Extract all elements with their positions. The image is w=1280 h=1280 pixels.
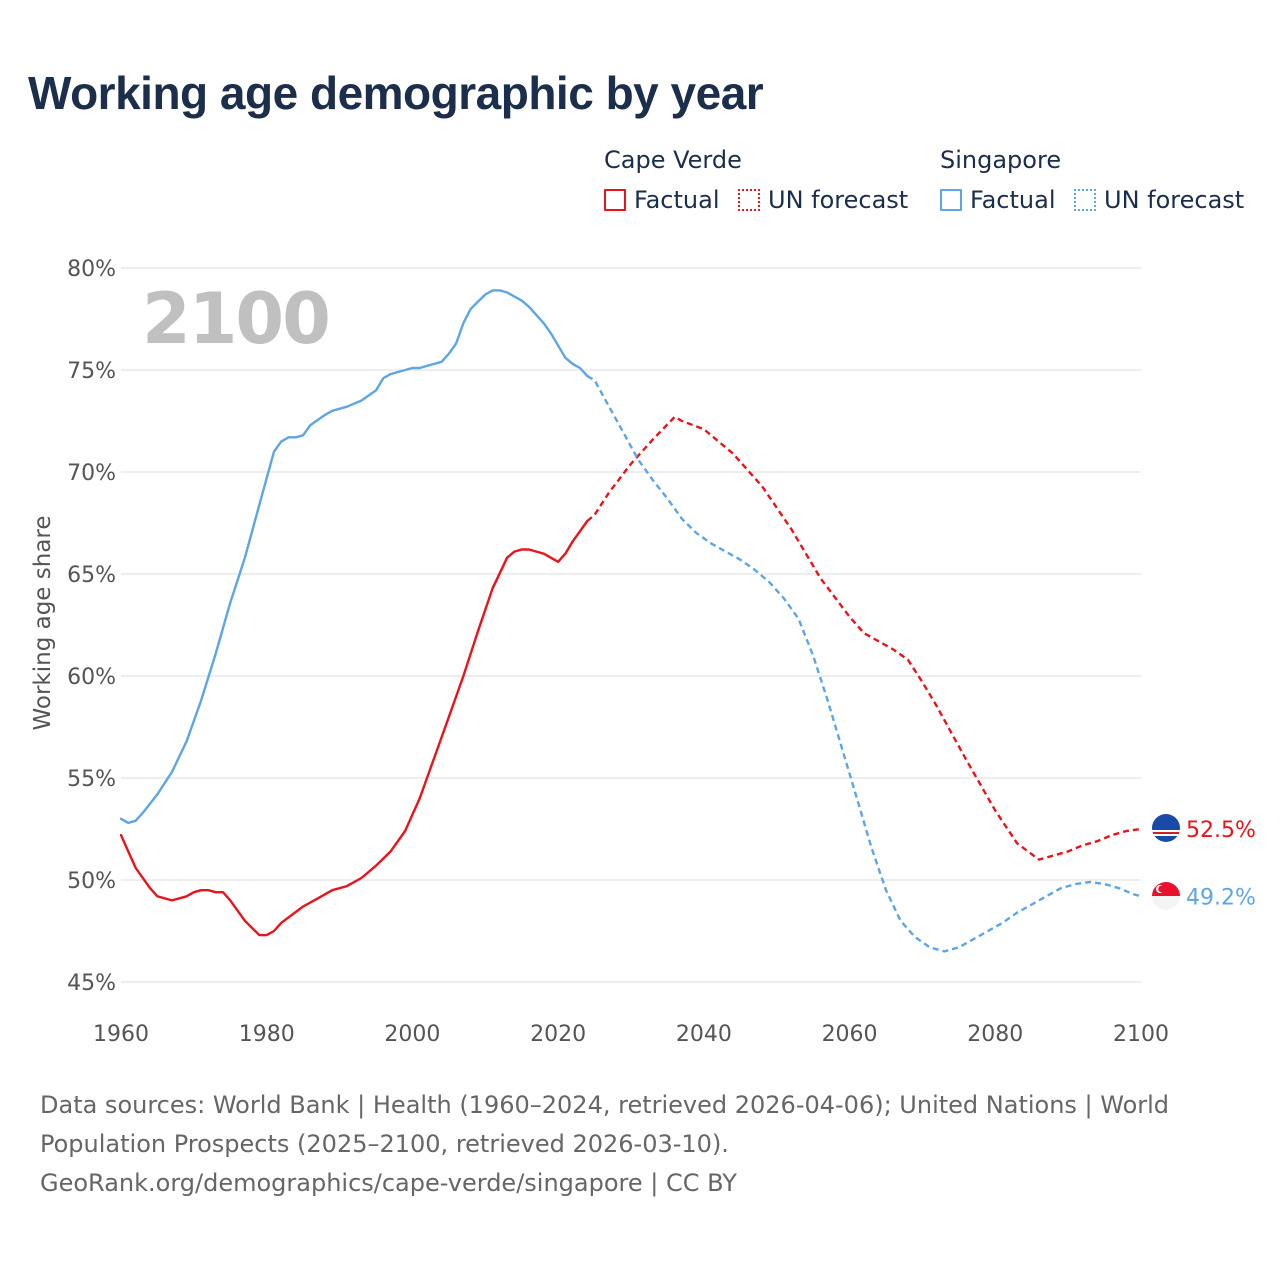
legend-swatch-solid xyxy=(940,189,962,211)
cape-verde-forecast-line xyxy=(586,415,1142,861)
y-tick-label: 75% xyxy=(67,359,116,384)
singapore-factual-line xyxy=(119,289,589,825)
chart-title: Working age demographic by year xyxy=(28,67,764,119)
x-tick-label: 2040 xyxy=(676,1022,732,1047)
legend-label: UN forecast xyxy=(1104,186,1245,214)
legend-group-singapore: Singapore xyxy=(940,146,1062,174)
legend-cape-verde-forecast[interactable]: UN forecast xyxy=(738,186,908,214)
chart-plot[interactable]: 45% 50% 55% 60% 65% 70% 75% 80% 1960 1980 2000 202… xyxy=(0,0,1280,1080)
singapore-flag-icon xyxy=(1152,882,1180,910)
legend-swatch-dotted xyxy=(738,189,760,211)
legend-group-cape-verde: Cape Verde xyxy=(604,146,742,174)
y-tick-label: 80% xyxy=(67,257,116,282)
x-tick-label: 2080 xyxy=(967,1022,1023,1047)
end-labels: 52.5% 49.2% xyxy=(1186,818,1256,910)
x-tick-label: 2020 xyxy=(530,1022,586,1047)
legend-label: UN forecast xyxy=(768,186,909,214)
singapore-end-label: 49.2% xyxy=(1186,885,1256,910)
source-link[interactable]: GeoRank.org/demographics/cape-verde/sing… xyxy=(40,1169,737,1197)
cape-verde-end-label: 52.5% xyxy=(1186,818,1256,843)
grid xyxy=(121,267,1141,983)
singapore-forecast-line xyxy=(586,375,1142,953)
cape-verde-factual-line xyxy=(119,519,589,937)
legend-label: Factual xyxy=(634,186,720,214)
legend-singapore-forecast[interactable]: UN forecast xyxy=(1074,186,1244,214)
x-tick-label: 1980 xyxy=(239,1022,295,1047)
x-tick-label: 2000 xyxy=(384,1022,440,1047)
series-lines xyxy=(119,289,1142,953)
y-tick-label: 50% xyxy=(67,869,116,894)
legend-label: Factual xyxy=(970,186,1056,214)
y-tick-label: 65% xyxy=(67,563,116,588)
y-tick-label: 60% xyxy=(67,665,116,690)
cape-verde-flag-icon xyxy=(1152,814,1180,842)
y-tick-label: 55% xyxy=(67,767,116,792)
x-tick-label: 2100 xyxy=(1113,1022,1169,1047)
legend-swatch-dotted xyxy=(1074,189,1096,211)
x-tick-label: 2060 xyxy=(822,1022,878,1047)
year-display: 2100 xyxy=(142,278,329,360)
y-axis-ticks: 45% 50% 55% 60% 65% 70% 75% 80% xyxy=(67,257,116,996)
x-axis-ticks: 1960 1980 2000 2020 2040 2060 2080 2100 xyxy=(93,1022,1169,1047)
y-tick-label: 70% xyxy=(67,461,116,486)
y-axis-label: Working age share xyxy=(30,515,56,730)
legend-swatch-solid xyxy=(604,189,626,211)
footer: Data sources: World Bank | Health (1960–… xyxy=(40,1086,1190,1203)
y-tick-label: 45% xyxy=(67,971,116,996)
x-tick-label: 1960 xyxy=(93,1022,149,1047)
legend-singapore-factual[interactable]: Factual xyxy=(940,186,1056,214)
data-sources: Data sources: World Bank | Health (1960–… xyxy=(40,1091,1170,1158)
legend-cape-verde-factual[interactable]: Factual xyxy=(604,186,720,214)
end-markers xyxy=(1152,814,1180,910)
